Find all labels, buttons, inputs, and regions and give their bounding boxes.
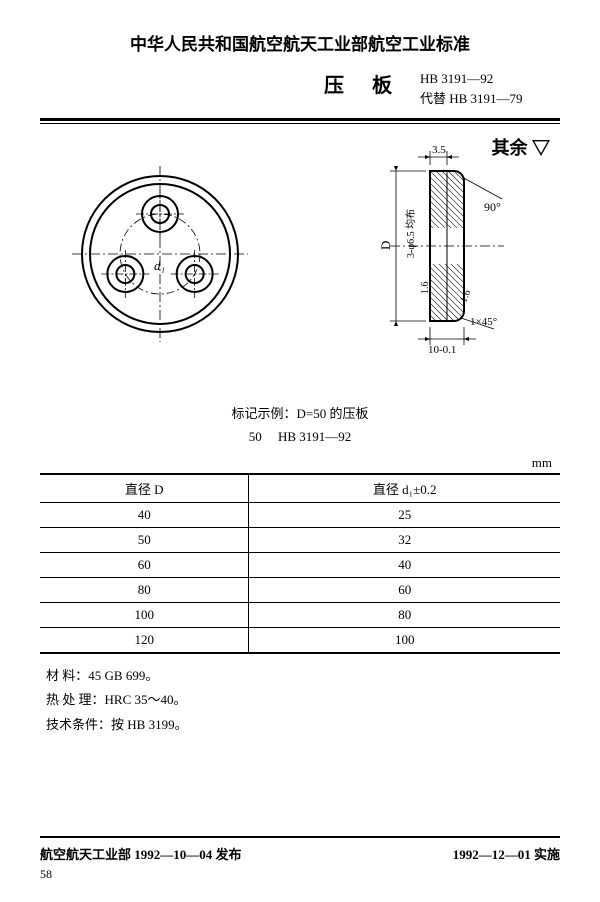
- divider: [40, 118, 560, 121]
- tech-label: 技术条件：: [46, 717, 111, 732]
- marking-example: 标记示例：D=50 的压板 50 HB 3191—92: [40, 402, 560, 449]
- table-cell: 50: [40, 527, 249, 552]
- side-view-diagram: 3.5 90° D 3-φ6.5 均布 1.6 1×45° 1.6 10-0.1: [320, 146, 550, 376]
- table-cell: 60: [40, 552, 249, 577]
- svg-text:3.5: 3.5: [432, 146, 446, 156]
- table-cell: 32: [249, 527, 560, 552]
- table-cell: 25: [249, 502, 560, 527]
- svg-text:d₁: d₁: [154, 258, 165, 273]
- figure-area: 其余 ▽ d₁ 3.590°D3-φ6.5 均布1.61×45°1.610-0.…: [40, 134, 560, 374]
- heat-value: HRC 35～40。: [105, 692, 187, 707]
- front-view-diagram: d₁: [70, 164, 270, 364]
- standard-code: HB 3191—92: [420, 69, 560, 89]
- table-cell: 100: [249, 627, 560, 653]
- notes-block: 材 料：45 GB 699。 热 处 理：HRC 35～40。 技术条件：按 H…: [40, 664, 560, 738]
- footer: 航空航天工业部 1992—10—04 发布 1992—12—01 实施 58: [40, 836, 560, 882]
- col-header-D: 直径 D: [40, 474, 249, 503]
- page-number: 58: [40, 867, 560, 882]
- svg-text:3-φ6.5 均布: 3-φ6.5 均布: [405, 209, 417, 258]
- table-cell: 60: [249, 577, 560, 602]
- table-cell: 40: [40, 502, 249, 527]
- table-cell: 40: [249, 552, 560, 577]
- unit-label: mm: [40, 455, 552, 471]
- material-label: 材 料：: [46, 668, 88, 683]
- svg-text:10-0.1: 10-0.1: [428, 344, 456, 356]
- col-header-d1: 直径 d₁±0.2: [249, 474, 560, 503]
- marking-line1: 标记示例：D=50 的压板: [40, 402, 560, 425]
- dimension-table: 直径 D 直径 d₁±0.2 4025503260408060100801201…: [40, 473, 560, 654]
- table-cell: 100: [40, 602, 249, 627]
- svg-text:1.6: 1.6: [458, 289, 473, 305]
- org-title: 中华人民共和国航空航天工业部航空工业标准: [40, 30, 560, 55]
- marking-code: HB 3191—92: [278, 429, 351, 444]
- material-value: 45 GB 699。: [88, 668, 158, 683]
- publish-date: 航空航天工业部 1992—10—04 发布: [40, 844, 242, 863]
- table-cell: 80: [249, 602, 560, 627]
- svg-text:1×45°: 1×45°: [470, 316, 497, 328]
- tech-value: 按 HB 3199。: [111, 717, 188, 732]
- table-cell: 80: [40, 577, 249, 602]
- heat-label: 热 处 理：: [46, 692, 105, 707]
- svg-text:D: D: [378, 241, 393, 250]
- marking-size: 50: [249, 429, 262, 444]
- svg-text:90°: 90°: [484, 200, 501, 214]
- part-name: 压板: [264, 69, 420, 98]
- replaces-code: 代替 HB 3191—79: [420, 89, 560, 109]
- divider: [40, 123, 560, 124]
- effective-date: 1992—12—01 实施: [453, 844, 560, 863]
- table-cell: 120: [40, 627, 249, 653]
- svg-text:1.6: 1.6: [420, 282, 431, 295]
